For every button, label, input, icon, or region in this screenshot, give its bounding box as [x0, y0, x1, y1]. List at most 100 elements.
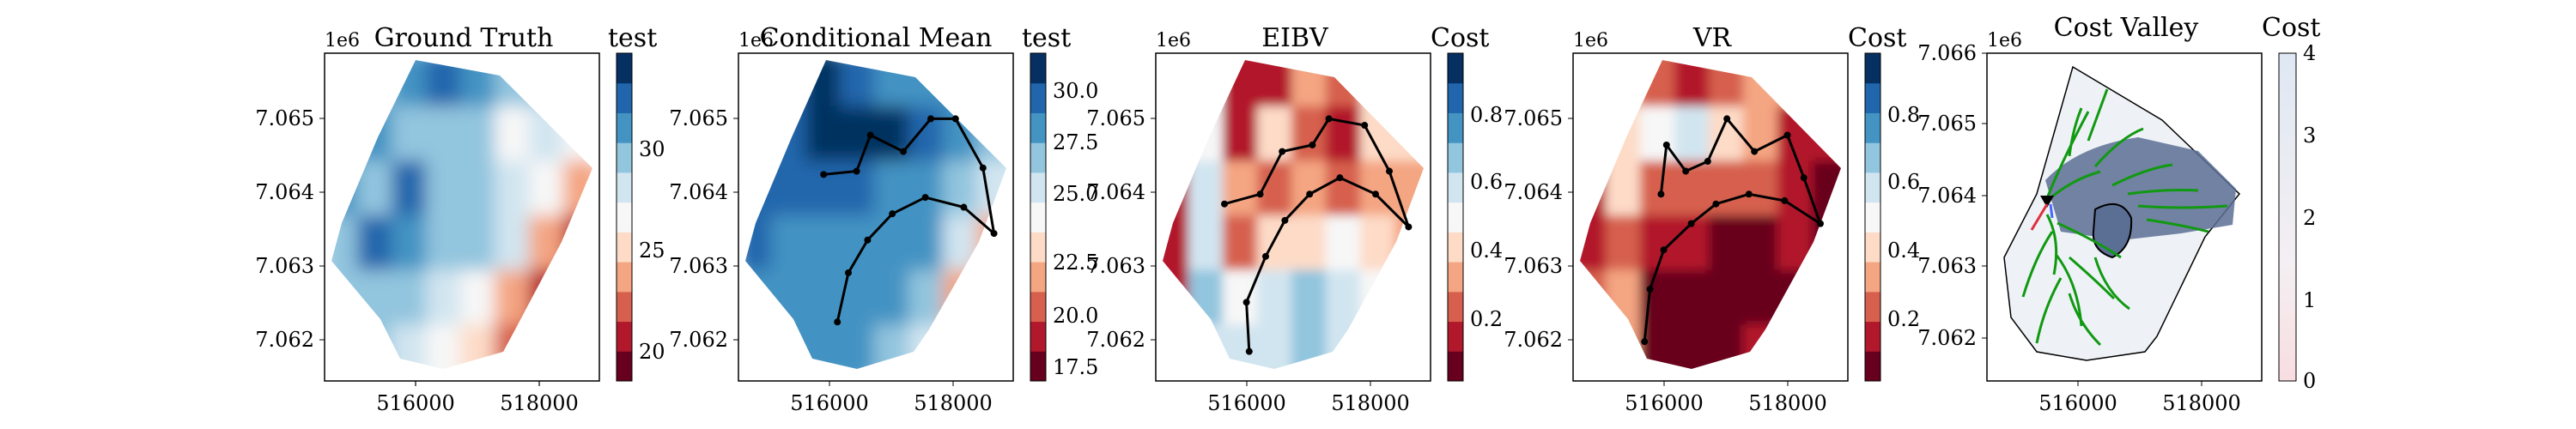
- field-cell: [495, 324, 532, 369]
- field-cell: [1709, 60, 1747, 110]
- field-cell: [1394, 269, 1424, 329]
- colorbar-segment: [1865, 112, 1880, 143]
- path-line: [1643, 116, 1823, 342]
- path-waypoint: [900, 148, 907, 155]
- field-cell: [771, 106, 809, 165]
- field-cell: [1709, 160, 1747, 219]
- colorbar-segment: [1865, 351, 1880, 382]
- path-waypoint: [1723, 115, 1731, 123]
- panel-vr: VR 1e6 Cost 516000 518000 7.065 7.064 7.…: [1504, 23, 1920, 415]
- field-cell: [874, 106, 912, 165]
- colorbar-tick-label: 20.0: [1053, 304, 1098, 328]
- field-cell: [1394, 60, 1424, 110]
- field-cell: [1743, 269, 1781, 329]
- field-cell: [745, 160, 775, 219]
- field-cell: [805, 106, 843, 165]
- path-waypoint: [951, 115, 959, 123]
- path-waypoint: [1712, 200, 1720, 208]
- colorbar-segment: [1030, 82, 1046, 113]
- x-tick-label: 516000: [2038, 391, 2117, 415]
- colorbar-tick-label: 17.5: [1053, 355, 1098, 379]
- sampling-path: [820, 115, 998, 326]
- colorbar-frame: [2278, 52, 2297, 382]
- path-waypoint: [1783, 131, 1791, 139]
- path-waypoint: [1641, 338, 1649, 346]
- path-waypoint: [1704, 158, 1711, 166]
- colorbar-segment: [1865, 53, 1880, 84]
- field-cell: [745, 324, 775, 369]
- field-cell: [1580, 215, 1609, 274]
- field-cell: [1257, 269, 1295, 329]
- colorbar-frame: [616, 52, 633, 382]
- field-cell: [1257, 60, 1295, 110]
- field-cell: [1743, 215, 1781, 274]
- field-cell: [1606, 106, 1643, 165]
- field-cell: [563, 269, 592, 329]
- colorbar-tick-label: 0.2: [1887, 307, 1920, 331]
- field-cell: [1360, 215, 1398, 274]
- y-tick-label: 7.063: [1086, 254, 1145, 278]
- y-axis: 7.066 7.065 7.064 7.063 7.062: [1917, 41, 1987, 350]
- field-cell: [1291, 106, 1329, 165]
- y-tick-label: 7.065: [669, 106, 728, 130]
- field-cell: [771, 215, 809, 274]
- field-cell: [874, 60, 912, 110]
- field-cell: [1223, 60, 1261, 110]
- field-cell: [495, 269, 532, 329]
- path-waypoint: [1242, 299, 1250, 306]
- field-cell: [874, 160, 912, 219]
- colorbar-tick-label: 30.0: [1053, 79, 1098, 103]
- path-waypoint: [1372, 190, 1379, 198]
- field-cell: [943, 60, 981, 110]
- path-waypoint: [1745, 190, 1753, 198]
- field-cell: [977, 269, 1006, 329]
- field-cell: [1257, 106, 1295, 165]
- path-waypoint: [820, 171, 828, 178]
- colorbar-tick-label: 3: [2303, 124, 2316, 148]
- sampling-path: [1641, 115, 1824, 346]
- field-cell: [1188, 269, 1226, 329]
- field-cell: [426, 269, 464, 329]
- field-cell: [1812, 60, 1841, 110]
- colorbar-segment: [1448, 112, 1463, 143]
- y-tick-label: 7.062: [255, 328, 314, 352]
- field-cell: [1326, 106, 1364, 165]
- colorbar-label: Cost: [2262, 13, 2320, 43]
- field-cell: [1360, 324, 1398, 369]
- field-cell: [943, 215, 981, 274]
- colorbar-tick-label: 0.6: [1470, 170, 1503, 194]
- field-cell: [529, 215, 567, 274]
- field-cell: [331, 324, 361, 369]
- field-cell: [1580, 324, 1609, 369]
- colorbar-segment: [1448, 321, 1463, 352]
- field-cell: [943, 160, 981, 219]
- vehicle-icon: [2040, 196, 2054, 208]
- field-cell: [840, 269, 878, 329]
- colorbar-label: test: [1022, 23, 1071, 53]
- colorbar-tick-label: 2: [2303, 206, 2316, 230]
- field-cell: [1743, 106, 1781, 165]
- path-waypoint: [1309, 141, 1316, 148]
- path-waypoint: [889, 210, 896, 218]
- field-cell: [1812, 324, 1841, 369]
- field-cell: [771, 60, 809, 110]
- axis-offset-label: 1e6: [1156, 30, 1191, 51]
- plot-frame: [1155, 52, 1431, 382]
- path-waypoint: [1386, 167, 1393, 175]
- colorbar-tick-label: 25.0: [1053, 182, 1098, 206]
- colorbar-segment: [1448, 142, 1463, 173]
- field-cell: [1777, 269, 1815, 329]
- field-cell: [977, 106, 1006, 165]
- field-cell: [1326, 160, 1364, 219]
- plot-frame: [738, 52, 1014, 382]
- field-cell: [908, 269, 946, 329]
- path-waypoint: [979, 164, 987, 172]
- y-axis: 7.065 7.064 7.063 7.062: [1086, 106, 1156, 352]
- field-cell: [1163, 106, 1192, 165]
- field-cell: [745, 60, 775, 110]
- field-cell: [1580, 160, 1609, 219]
- field-cell: [357, 106, 395, 165]
- colorbar-segment: [1030, 262, 1046, 293]
- path-waypoint: [1657, 190, 1665, 198]
- field-cell: [1606, 324, 1643, 369]
